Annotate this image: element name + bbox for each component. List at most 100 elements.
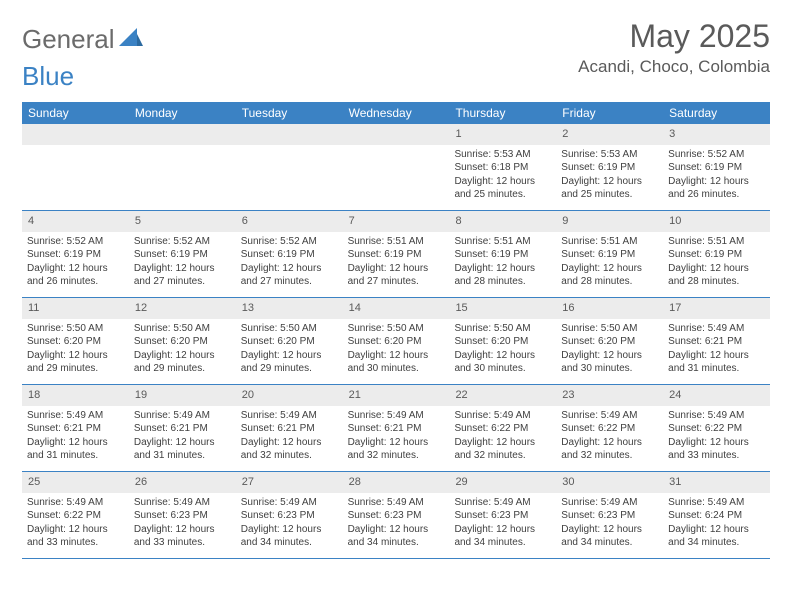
sunset-line: Sunset: 6:20 PM bbox=[241, 335, 338, 349]
sunrise-line: Sunrise: 5:50 AM bbox=[348, 322, 445, 336]
sunrise-line: Sunrise: 5:49 AM bbox=[454, 409, 551, 423]
day-cell: 30Sunrise: 5:49 AMSunset: 6:23 PMDayligh… bbox=[556, 472, 663, 558]
day-number: 30 bbox=[556, 472, 663, 493]
daylight-line: Daylight: 12 hours and 29 minutes. bbox=[134, 349, 231, 376]
sunrise-line: Sunrise: 5:51 AM bbox=[348, 235, 445, 249]
week-row: 1Sunrise: 5:53 AMSunset: 6:18 PMDaylight… bbox=[22, 124, 770, 211]
day-cell: 21Sunrise: 5:49 AMSunset: 6:21 PMDayligh… bbox=[343, 385, 450, 471]
sunset-line: Sunset: 6:19 PM bbox=[561, 248, 658, 262]
day-cell: 6Sunrise: 5:52 AMSunset: 6:19 PMDaylight… bbox=[236, 211, 343, 297]
day-body: Sunrise: 5:52 AMSunset: 6:19 PMDaylight:… bbox=[236, 232, 343, 294]
day-number: 29 bbox=[449, 472, 556, 493]
sunrise-line: Sunrise: 5:50 AM bbox=[27, 322, 124, 336]
day-number bbox=[22, 124, 129, 145]
daylight-line: Daylight: 12 hours and 34 minutes. bbox=[241, 523, 338, 550]
daylight-line: Daylight: 12 hours and 32 minutes. bbox=[454, 436, 551, 463]
day-cell: 5Sunrise: 5:52 AMSunset: 6:19 PMDaylight… bbox=[129, 211, 236, 297]
sunset-line: Sunset: 6:22 PM bbox=[668, 422, 765, 436]
day-number: 15 bbox=[449, 298, 556, 319]
day-body: Sunrise: 5:51 AMSunset: 6:19 PMDaylight:… bbox=[449, 232, 556, 294]
day-body: Sunrise: 5:49 AMSunset: 6:22 PMDaylight:… bbox=[663, 406, 770, 468]
day-body: Sunrise: 5:49 AMSunset: 6:21 PMDaylight:… bbox=[129, 406, 236, 468]
title-block: May 2025 Acandi, Choco, Colombia bbox=[578, 18, 770, 77]
day-cell: 28Sunrise: 5:49 AMSunset: 6:23 PMDayligh… bbox=[343, 472, 450, 558]
sunset-line: Sunset: 6:22 PM bbox=[27, 509, 124, 523]
sunrise-line: Sunrise: 5:49 AM bbox=[348, 496, 445, 510]
daylight-line: Daylight: 12 hours and 30 minutes. bbox=[348, 349, 445, 376]
logo-text-blue: Blue bbox=[22, 61, 74, 92]
day-cell bbox=[22, 124, 129, 210]
sunset-line: Sunset: 6:22 PM bbox=[561, 422, 658, 436]
day-body: Sunrise: 5:50 AMSunset: 6:20 PMDaylight:… bbox=[343, 319, 450, 381]
day-cell: 24Sunrise: 5:49 AMSunset: 6:22 PMDayligh… bbox=[663, 385, 770, 471]
daylight-line: Daylight: 12 hours and 33 minutes. bbox=[27, 523, 124, 550]
day-body: Sunrise: 5:53 AMSunset: 6:19 PMDaylight:… bbox=[556, 145, 663, 207]
day-number: 11 bbox=[22, 298, 129, 319]
day-body: Sunrise: 5:49 AMSunset: 6:23 PMDaylight:… bbox=[449, 493, 556, 555]
sunrise-line: Sunrise: 5:52 AM bbox=[134, 235, 231, 249]
day-number: 2 bbox=[556, 124, 663, 145]
daylight-line: Daylight: 12 hours and 27 minutes. bbox=[348, 262, 445, 289]
sunrise-line: Sunrise: 5:49 AM bbox=[27, 409, 124, 423]
daylight-line: Daylight: 12 hours and 31 minutes. bbox=[668, 349, 765, 376]
weekday-header: Friday bbox=[556, 102, 663, 124]
sunrise-line: Sunrise: 5:53 AM bbox=[454, 148, 551, 162]
day-number: 6 bbox=[236, 211, 343, 232]
sunset-line: Sunset: 6:23 PM bbox=[454, 509, 551, 523]
sunrise-line: Sunrise: 5:49 AM bbox=[348, 409, 445, 423]
sunrise-line: Sunrise: 5:49 AM bbox=[561, 496, 658, 510]
weekday-header: Saturday bbox=[663, 102, 770, 124]
sunset-line: Sunset: 6:21 PM bbox=[348, 422, 445, 436]
day-cell: 8Sunrise: 5:51 AMSunset: 6:19 PMDaylight… bbox=[449, 211, 556, 297]
sunset-line: Sunset: 6:23 PM bbox=[134, 509, 231, 523]
week-row: 25Sunrise: 5:49 AMSunset: 6:22 PMDayligh… bbox=[22, 472, 770, 559]
sunset-line: Sunset: 6:19 PM bbox=[668, 161, 765, 175]
sunrise-line: Sunrise: 5:51 AM bbox=[561, 235, 658, 249]
day-number: 13 bbox=[236, 298, 343, 319]
day-number: 9 bbox=[556, 211, 663, 232]
day-cell: 3 Sunrise: 5:52 AMSunset: 6:19 PMDaylight… bbox=[663, 124, 770, 210]
daylight-line: Daylight: 12 hours and 32 minutes. bbox=[241, 436, 338, 463]
daylight-line: Daylight: 12 hours and 28 minutes. bbox=[454, 262, 551, 289]
daylight-line: Daylight: 12 hours and 32 minutes. bbox=[348, 436, 445, 463]
day-number: 24 bbox=[663, 385, 770, 406]
day-body: Sunrise: 5:49 AMSunset: 6:23 PMDaylight:… bbox=[556, 493, 663, 555]
day-body: Sunrise: 5:49 AMSunset: 6:21 PMDaylight:… bbox=[236, 406, 343, 468]
sunset-line: Sunset: 6:19 PM bbox=[348, 248, 445, 262]
day-cell: 9Sunrise: 5:51 AMSunset: 6:19 PMDaylight… bbox=[556, 211, 663, 297]
day-number: 16 bbox=[556, 298, 663, 319]
daylight-line: Daylight: 12 hours and 26 minutes. bbox=[668, 175, 765, 202]
daylight-line: Daylight: 12 hours and 34 minutes. bbox=[668, 523, 765, 550]
day-body: Sunrise: 5:50 AMSunset: 6:20 PMDaylight:… bbox=[22, 319, 129, 381]
sunrise-line: Sunrise: 5:50 AM bbox=[134, 322, 231, 336]
sunset-line: Sunset: 6:19 PM bbox=[668, 248, 765, 262]
sunrise-line: Sunrise: 5:52 AM bbox=[27, 235, 124, 249]
logo-triangle-icon bbox=[119, 28, 143, 51]
sunrise-line: Sunrise: 5:49 AM bbox=[668, 409, 765, 423]
sunset-line: Sunset: 6:20 PM bbox=[27, 335, 124, 349]
day-number: 26 bbox=[129, 472, 236, 493]
daylight-line: Daylight: 12 hours and 33 minutes. bbox=[134, 523, 231, 550]
sunset-line: Sunset: 6:19 PM bbox=[241, 248, 338, 262]
sunset-line: Sunset: 6:24 PM bbox=[668, 509, 765, 523]
daylight-line: Daylight: 12 hours and 29 minutes. bbox=[241, 349, 338, 376]
day-number: 14 bbox=[343, 298, 450, 319]
day-cell: 4Sunrise: 5:52 AMSunset: 6:19 PMDaylight… bbox=[22, 211, 129, 297]
day-body: Sunrise: 5:50 AMSunset: 6:20 PMDaylight:… bbox=[449, 319, 556, 381]
day-number: 3 bbox=[663, 124, 770, 145]
weekday-header: Thursday bbox=[449, 102, 556, 124]
day-cell: 1Sunrise: 5:53 AMSunset: 6:18 PMDaylight… bbox=[449, 124, 556, 210]
daylight-line: Daylight: 12 hours and 30 minutes. bbox=[454, 349, 551, 376]
day-cell: 2Sunrise: 5:53 AMSunset: 6:19 PMDaylight… bbox=[556, 124, 663, 210]
day-cell bbox=[343, 124, 450, 210]
day-cell: 23Sunrise: 5:49 AMSunset: 6:22 PMDayligh… bbox=[556, 385, 663, 471]
sunrise-line: Sunrise: 5:49 AM bbox=[134, 409, 231, 423]
day-cell: 14Sunrise: 5:50 AMSunset: 6:20 PMDayligh… bbox=[343, 298, 450, 384]
day-cell: 27Sunrise: 5:49 AMSunset: 6:23 PMDayligh… bbox=[236, 472, 343, 558]
day-cell: 19Sunrise: 5:49 AMSunset: 6:21 PMDayligh… bbox=[129, 385, 236, 471]
day-number: 4 bbox=[22, 211, 129, 232]
day-body: Sunrise: 5:49 AMSunset: 6:22 PMDaylight:… bbox=[449, 406, 556, 468]
sunrise-line: Sunrise: 5:52 AM bbox=[668, 148, 765, 162]
day-cell: 16Sunrise: 5:50 AMSunset: 6:20 PMDayligh… bbox=[556, 298, 663, 384]
sunrise-line: Sunrise: 5:49 AM bbox=[561, 409, 658, 423]
